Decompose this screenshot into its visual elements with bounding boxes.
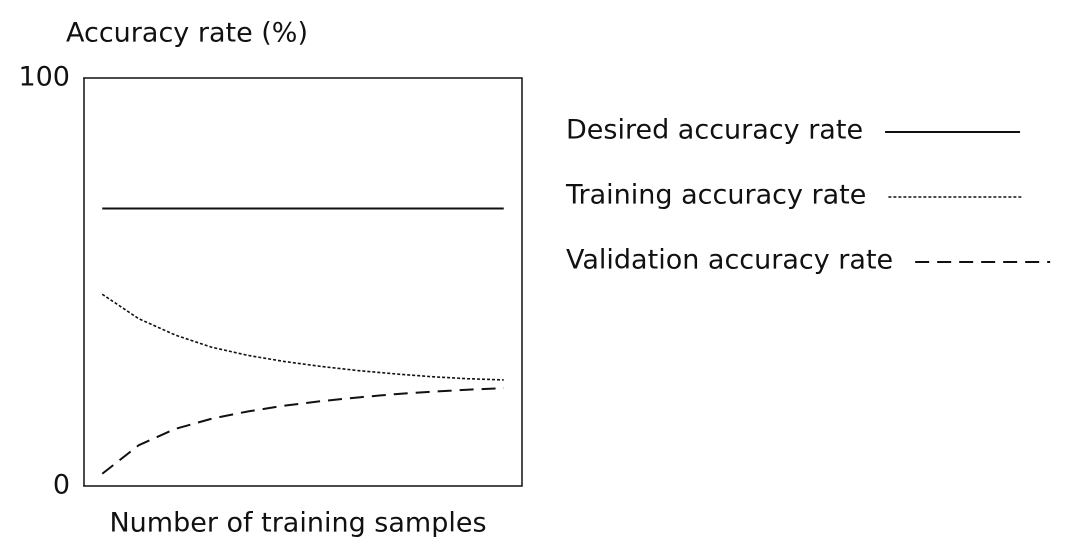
y-axis-label: Accuracy rate (%) bbox=[66, 18, 308, 49]
series-line bbox=[101, 387, 504, 475]
series-line bbox=[101, 293, 504, 381]
x-axis-label: Number of training samples bbox=[109, 508, 486, 539]
legend-label: Validation accuracy rate bbox=[566, 245, 893, 276]
legend-label: Training accuracy rate bbox=[565, 180, 866, 211]
y-tick-label: 100 bbox=[18, 62, 70, 93]
y-tick-label: 0 bbox=[53, 470, 70, 501]
plot-frame bbox=[83, 77, 523, 487]
legend-label: Desired accuracy rate bbox=[566, 115, 863, 146]
